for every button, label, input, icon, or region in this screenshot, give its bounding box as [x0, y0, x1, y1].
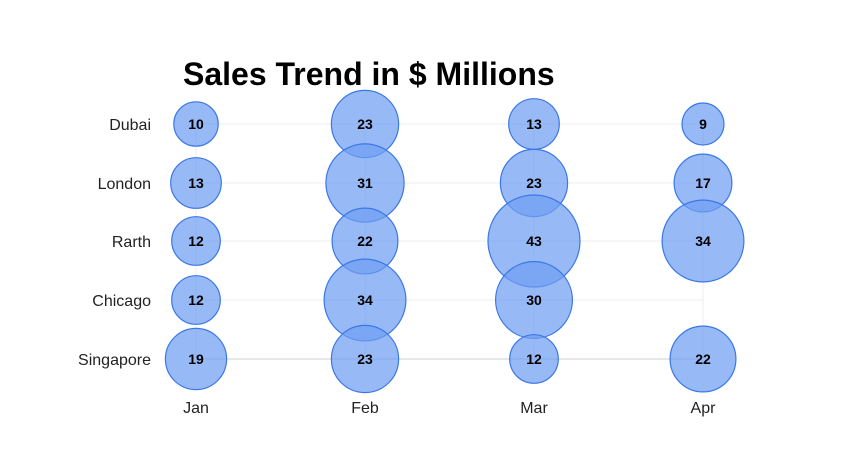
data-label-chicago-jan: 12	[188, 292, 204, 308]
bubble-london-jan[interactable]	[170, 157, 222, 209]
x-tick-label-feb: Feb	[351, 400, 379, 417]
data-label-chicago-mar: 30	[526, 292, 542, 308]
data-label-dubai-feb: 23	[357, 116, 373, 132]
bubble-singapore-jan[interactable]	[164, 327, 228, 391]
bubbles	[164, 89, 745, 394]
data-label-rarth-jan: 12	[188, 233, 204, 249]
bubble-singapore-apr[interactable]	[669, 325, 737, 393]
chart-title: Sales Trend in $ Millions	[183, 56, 555, 92]
data-label-chicago-feb: 34	[357, 292, 373, 308]
bubble-singapore-mar[interactable]	[509, 334, 559, 384]
bubble-dubai-jan[interactable]	[173, 101, 219, 147]
data-label-singapore-mar: 12	[526, 351, 542, 367]
data-label-dubai-jan: 10	[188, 116, 204, 132]
data-label-rarth-mar: 43	[526, 233, 542, 249]
x-tick-label-mar: Mar	[520, 400, 548, 417]
bubble-rarth-apr[interactable]	[661, 199, 745, 283]
y-axis-labels: Dubai London Rarth Chicago Singapore	[78, 117, 151, 369]
data-label-london-apr: 17	[695, 175, 711, 191]
bubble-labels: 10 23 13 9 13 31 23 17 12 22 43 34 12 34 30 19 23 12 22	[188, 116, 711, 367]
data-label-london-feb: 31	[357, 175, 373, 191]
data-label-rarth-feb: 22	[357, 233, 373, 249]
x-tick-label-apr: Apr	[691, 400, 717, 417]
bubble-chicago-jan[interactable]	[171, 275, 221, 325]
bubble-singapore-feb[interactable]	[330, 324, 400, 394]
y-tick-label-chicago: Chicago	[92, 293, 151, 310]
data-label-london-mar: 23	[526, 175, 542, 191]
data-label-singapore-feb: 23	[357, 351, 373, 367]
y-tick-label-london: London	[98, 176, 151, 193]
data-label-singapore-apr: 22	[695, 351, 711, 367]
x-axis-labels: Jan Feb Mar Apr	[183, 400, 716, 417]
x-tick-label-jan: Jan	[183, 400, 209, 417]
data-label-singapore-jan: 19	[188, 351, 204, 367]
y-tick-label-rarth: Rarth	[112, 234, 151, 251]
y-tick-label-dubai: Dubai	[109, 117, 151, 134]
bubble-dubai-apr[interactable]	[681, 102, 725, 146]
data-label-rarth-apr: 34	[695, 233, 711, 249]
data-label-london-jan: 13	[188, 175, 204, 191]
y-tick-label-singapore: Singapore	[78, 352, 151, 369]
bubble-rarth-jan[interactable]	[171, 216, 221, 266]
data-label-dubai-mar: 13	[526, 116, 542, 132]
data-label-dubai-apr: 9	[699, 116, 707, 132]
grid-lines	[195, 123, 704, 360]
